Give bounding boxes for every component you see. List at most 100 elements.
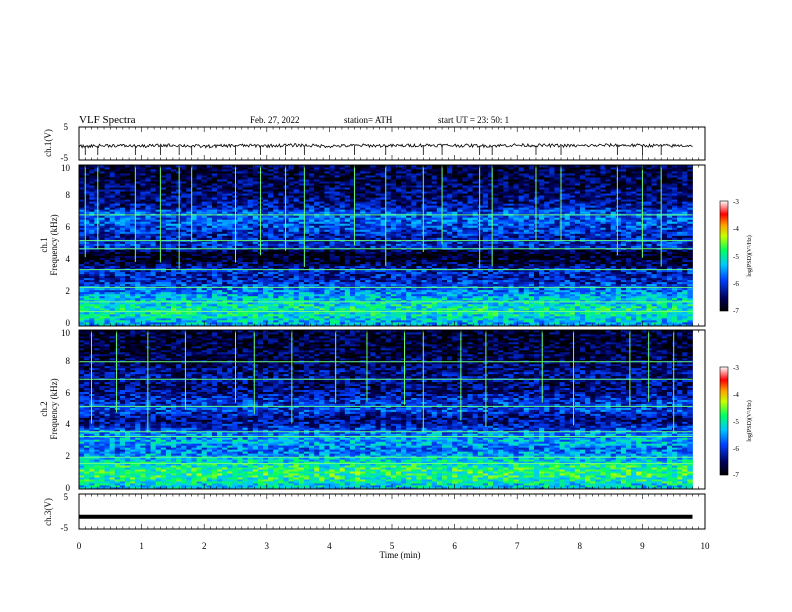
spectrogram-cell (145, 265, 151, 269)
spectrogram-cell (104, 225, 111, 228)
spectrogram-cell (130, 203, 136, 206)
spectrogram-cell (201, 231, 208, 234)
spectrogram-cell (176, 271, 182, 275)
spectrogram-cell (227, 201, 233, 204)
spectrogram-cell (247, 319, 254, 323)
spectrogram-cell (181, 181, 187, 184)
spectrogram-cell (114, 271, 121, 275)
spectrogram-cell (181, 221, 187, 224)
spectrogram-cell (104, 181, 111, 184)
spectrogram-cell (211, 291, 218, 295)
spectrogram-cell (181, 249, 187, 252)
spectrogram-cell (109, 203, 116, 206)
spectrogram-cell (165, 257, 172, 260)
spectrogram-cell (206, 183, 213, 186)
spectrogram-cell (263, 201, 269, 204)
spectrogram-cell (237, 273, 243, 277)
spectrogram-cell (201, 211, 208, 214)
spectrogram-cell (237, 253, 243, 256)
spectrogram-cell (130, 271, 136, 275)
spectrogram-cell (125, 189, 131, 192)
spectrogram-cell (84, 283, 90, 287)
spectrogram-cell (125, 229, 131, 232)
spectrogram-cell (94, 215, 100, 218)
spectrogram-cell (104, 315, 111, 319)
spectrogram-cell (140, 251, 146, 254)
spectrogram-cell (232, 289, 238, 293)
spectrogram-cell (135, 237, 141, 240)
spectrogram-cell (165, 319, 172, 323)
spectrogram-cell (130, 265, 136, 269)
spectrogram-cell (150, 245, 157, 248)
spectrogram-cell (119, 221, 126, 224)
spectrogram-cell (84, 257, 90, 260)
spectrogram-cell (114, 209, 121, 212)
spectrogram-cell (237, 173, 243, 176)
spectrogram-cell (181, 263, 187, 267)
spectrogram-cell (237, 321, 243, 325)
spectrogram-cell (104, 205, 111, 208)
spectrogram-cell (206, 261, 213, 265)
spectrogram-cell (104, 219, 111, 222)
spectrogram-cell (140, 255, 146, 258)
spectrogram-cell (196, 267, 203, 271)
spectrogram-cell (109, 291, 116, 295)
spectrogram-cell (196, 275, 203, 279)
spectrogram-cell (252, 215, 259, 218)
spectrogram-cell (222, 295, 228, 299)
spectrogram-cell (165, 323, 172, 327)
spectrogram-cell (263, 249, 269, 252)
spectrogram-cell (140, 313, 146, 317)
spectrogram-cell (201, 235, 208, 238)
spectrogram-cell (150, 291, 157, 295)
spectrogram-cell (135, 235, 141, 238)
spectrogram-cell (165, 209, 172, 212)
spectrogram-cell (268, 193, 274, 196)
spectrogram-cell (273, 245, 279, 248)
spectrogram-cell (145, 201, 151, 204)
spectrogram-cell (257, 267, 264, 271)
spectrogram-cell (211, 187, 218, 190)
spectrogram-cell (242, 225, 249, 228)
spectrogram-cell (222, 251, 228, 254)
spectrogram-cell (140, 211, 146, 214)
spectrogram-cell (191, 229, 197, 232)
spectrogram-cell (222, 219, 228, 222)
spectrogram-cell (125, 205, 131, 208)
spectrogram-cell (84, 177, 90, 180)
spectrogram-cell (227, 249, 233, 252)
spectrogram-cell (191, 173, 197, 176)
spectrogram-cell (109, 219, 116, 222)
spectrogram-cell (125, 169, 131, 172)
spectrogram-cell (79, 275, 85, 279)
spectrogram-cell (227, 287, 233, 291)
spectrogram-cell (252, 305, 259, 309)
spectrogram-cell (94, 235, 100, 238)
spectrogram-cell (130, 257, 136, 260)
spectrogram-cell (247, 267, 254, 271)
spectrogram-cell (89, 273, 95, 277)
spectrogram-cell (130, 323, 136, 327)
spectrogram-cell (135, 273, 141, 277)
spectrogram-cell (227, 189, 233, 192)
spectrogram-cell (145, 199, 151, 202)
spectrogram-cell (109, 199, 116, 202)
spectrogram-cell (119, 227, 126, 230)
spectrogram-cell (99, 203, 105, 206)
spectrogram-cell (125, 237, 131, 240)
spectrogram-cell (125, 203, 131, 206)
spectrogram-cell (125, 221, 131, 224)
spectrogram-cell (119, 167, 126, 170)
spectrogram-cell (273, 255, 279, 258)
spectrogram-cell (242, 319, 249, 323)
spectrogram-cell (247, 313, 254, 317)
spectrogram-cell (232, 321, 238, 325)
spectrogram-cell (227, 175, 233, 178)
spectrogram-cell (135, 241, 141, 244)
spectrogram-cell (206, 299, 213, 303)
spectrogram-cell (201, 289, 208, 293)
spectrogram-cell (237, 183, 243, 186)
spectrogram-cell (211, 251, 218, 254)
spectrogram-cell (125, 219, 131, 222)
spectrogram-cell (252, 235, 259, 238)
